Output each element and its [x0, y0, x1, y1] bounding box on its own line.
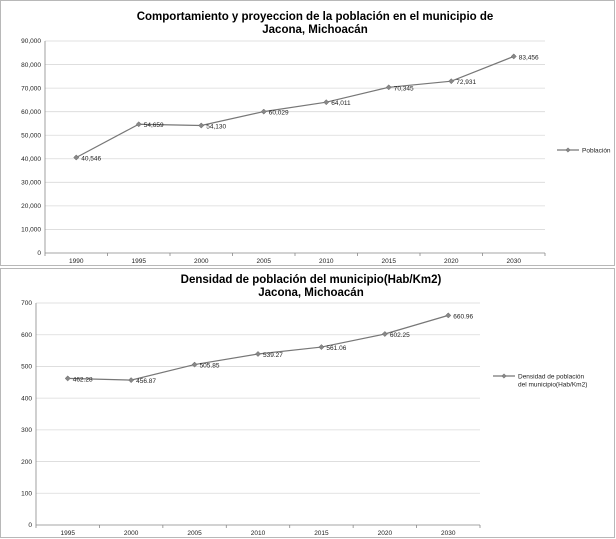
x-tick-label: 2030 [507, 258, 522, 265]
y-tick-label: 80,000 [21, 62, 41, 69]
x-tick-label: 2020 [444, 258, 459, 265]
data-label: 539.27 [263, 352, 283, 359]
data-label: 70,345 [394, 85, 414, 92]
series-line [75, 55, 514, 159]
y-tick-label: 60,000 [21, 109, 41, 116]
data-point [255, 351, 261, 357]
chart-title-line: Jacona, Michoacán [258, 287, 363, 299]
x-tick-label: 2010 [319, 258, 334, 265]
y-tick-label: 400 [21, 395, 32, 402]
legend-label: Densidad de población [518, 373, 585, 380]
y-tick-label: 50,000 [21, 132, 41, 139]
data-label: 54,130 [206, 123, 226, 130]
data-label: 40,546 [81, 155, 101, 162]
data-point [510, 53, 517, 60]
x-tick-label: 2005 [187, 530, 202, 537]
y-tick-label: 70,000 [21, 85, 41, 92]
x-tick-label: 2015 [382, 258, 397, 265]
series-line [67, 314, 449, 381]
y-tick-label: 10,000 [21, 227, 41, 234]
data-label: 456.87 [136, 378, 156, 385]
y-tick-label: 300 [21, 427, 32, 434]
data-label: 462.28 [73, 376, 93, 383]
data-point [191, 361, 198, 368]
data-point [73, 154, 80, 161]
y-tick-label: 40,000 [21, 156, 41, 163]
chart-title-line: Densidad de población del municipio(Hab/… [181, 274, 442, 286]
data-label: 72,931 [456, 79, 476, 86]
x-tick-label: 2030 [441, 530, 456, 537]
density-chart: Densidad de población del municipio(Hab/… [21, 274, 587, 537]
y-tick-label: 20,000 [21, 203, 41, 210]
chart-title-line: Jacona, Michoacán [262, 24, 367, 36]
data-point [135, 121, 142, 128]
y-tick-label: 0 [28, 522, 32, 529]
x-tick-label: 2010 [251, 530, 266, 537]
population-chart-panel: Comportamiento y proyeccion de la poblac… [0, 0, 615, 266]
x-tick-label: 2005 [257, 258, 272, 265]
y-tick-label: 700 [21, 300, 32, 307]
data-label: 54,659 [144, 122, 164, 129]
x-tick-label: 2000 [194, 258, 209, 265]
data-label: 64,011 [331, 100, 351, 107]
data-point [385, 84, 392, 91]
y-tick-label: 30,000 [21, 180, 41, 187]
x-tick-label: 2000 [124, 530, 139, 537]
data-point [445, 312, 452, 319]
x-tick-label: 1995 [60, 530, 75, 537]
data-point [318, 344, 325, 351]
data-point [448, 78, 455, 85]
population-chart: Comportamiento y proyeccion de la poblac… [21, 11, 611, 265]
data-label: 660.96 [453, 313, 473, 320]
chart-title-line: Comportamiento y proyeccion de la poblac… [137, 11, 494, 23]
x-tick-label: 1995 [132, 258, 147, 265]
y-tick-label: 0 [37, 250, 41, 257]
data-label: 83,456 [519, 54, 539, 61]
x-tick-label: 2020 [378, 530, 393, 537]
data-point [128, 377, 135, 384]
legend-label: Población [582, 147, 611, 154]
y-tick-label: 100 [21, 490, 32, 497]
density-chart-panel: Densidad de población del municipio(Hab/… [0, 268, 615, 538]
y-tick-label: 90,000 [21, 38, 41, 45]
data-label: 561.06 [326, 345, 346, 352]
data-point [381, 331, 388, 337]
legend-marker [501, 373, 507, 379]
legend-label: del municipio(Hab/Km2) [518, 381, 587, 388]
data-point [323, 99, 330, 106]
y-tick-label: 500 [21, 364, 32, 371]
data-label: 60,029 [269, 110, 289, 117]
legend-marker [565, 147, 571, 153]
data-label: 505.85 [200, 363, 220, 370]
data-point [64, 375, 71, 382]
data-label: 602.25 [390, 332, 410, 339]
data-point [198, 122, 205, 129]
data-point [260, 108, 267, 115]
x-tick-label: 1990 [69, 258, 84, 265]
y-tick-label: 200 [21, 459, 32, 466]
x-tick-label: 2015 [314, 530, 329, 537]
y-tick-label: 600 [21, 332, 32, 339]
